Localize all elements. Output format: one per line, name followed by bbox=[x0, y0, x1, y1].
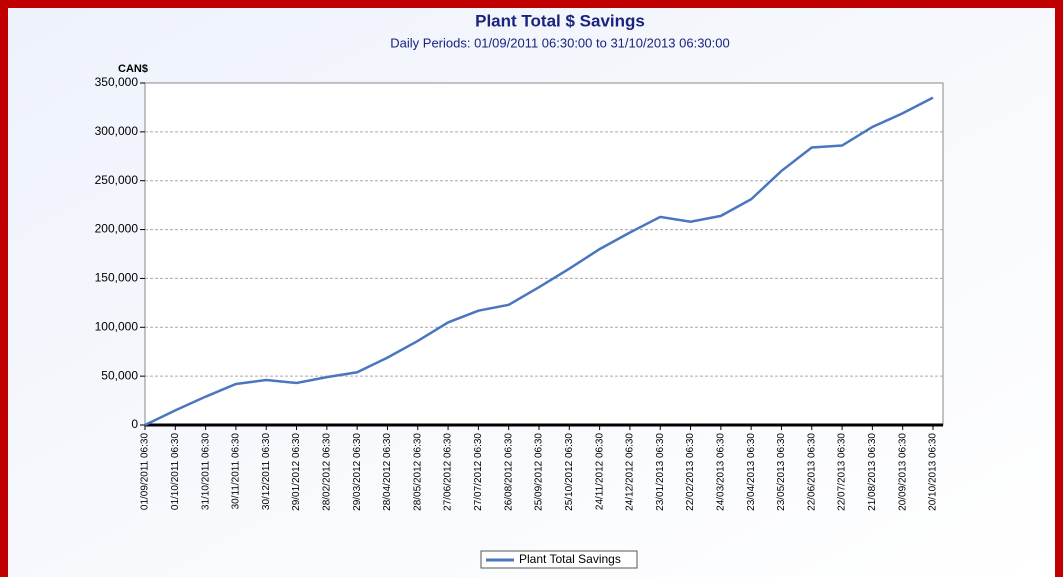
x-tick-label: 29/01/2012 06:30 bbox=[291, 433, 302, 511]
x-tick-label: 01/09/2011 06:30 bbox=[140, 433, 151, 511]
x-tick-label: 25/10/2012 06:30 bbox=[564, 433, 575, 511]
x-tick-label: 25/09/2012 06:30 bbox=[534, 433, 545, 511]
x-tick-label: 20/09/2013 06:30 bbox=[897, 433, 908, 511]
x-tick-label: 24/12/2012 06:30 bbox=[625, 433, 636, 511]
x-tick-label: 23/05/2013 06:30 bbox=[776, 433, 787, 511]
x-tick-label: 31/10/2011 06:30 bbox=[200, 433, 211, 511]
x-tick-label: 20/10/2013 06:30 bbox=[928, 433, 939, 511]
x-tick-label: 29/03/2012 06:30 bbox=[352, 433, 363, 511]
y-tick-label: 100,000 bbox=[95, 319, 139, 333]
y-axis-label: CAN$ bbox=[118, 63, 148, 75]
y-tick-label: 150,000 bbox=[95, 271, 139, 285]
y-tick-label: 50,000 bbox=[101, 368, 138, 382]
chart-title: Plant Total $ Savings bbox=[475, 11, 645, 30]
y-tick-label: 250,000 bbox=[95, 173, 139, 187]
x-tick-label: 27/07/2012 06:30 bbox=[473, 433, 484, 511]
x-tick-label: 22/07/2013 06:30 bbox=[837, 433, 848, 511]
x-tick-label: 30/12/2011 06:30 bbox=[261, 433, 272, 511]
x-tick-label: 23/01/2013 06:30 bbox=[655, 433, 666, 511]
x-tick-label: 30/11/2011 06:30 bbox=[231, 433, 242, 510]
x-tick-label: 22/02/2013 06:30 bbox=[685, 433, 696, 511]
plot-area bbox=[144, 82, 944, 426]
chart-subtitle: Daily Periods: 01/09/2011 06:30:00 to 31… bbox=[390, 35, 729, 50]
x-tick-label: 21/08/2013 06:30 bbox=[867, 433, 878, 511]
x-tick-label: 28/02/2012 06:30 bbox=[321, 433, 332, 511]
y-tick-label: 300,000 bbox=[95, 124, 139, 138]
legend-label: Plant Total Savings bbox=[519, 552, 621, 566]
x-tick-label: 24/03/2013 06:30 bbox=[715, 433, 726, 511]
x-tick-label: 01/10/2011 06:30 bbox=[170, 433, 181, 511]
legend: Plant Total Savings bbox=[480, 550, 638, 569]
y-tick-label: 350,000 bbox=[95, 75, 139, 89]
x-tick-label: 28/04/2012 06:30 bbox=[382, 433, 393, 511]
y-tick-label: 0 bbox=[131, 417, 138, 431]
x-tick-label: 22/06/2013 06:30 bbox=[806, 433, 817, 511]
y-tick-label: 200,000 bbox=[95, 222, 139, 236]
legend-box bbox=[480, 550, 638, 569]
x-tick-label: 26/08/2012 06:30 bbox=[503, 433, 514, 511]
x-tick-label: 27/06/2012 06:30 bbox=[443, 433, 454, 511]
x-tick-label: 23/04/2013 06:30 bbox=[746, 433, 757, 511]
x-tick-label: 24/11/2012 06:30 bbox=[594, 433, 605, 511]
x-tick-label: 28/05/2012 06:30 bbox=[412, 433, 423, 511]
series-line bbox=[144, 96, 934, 427]
